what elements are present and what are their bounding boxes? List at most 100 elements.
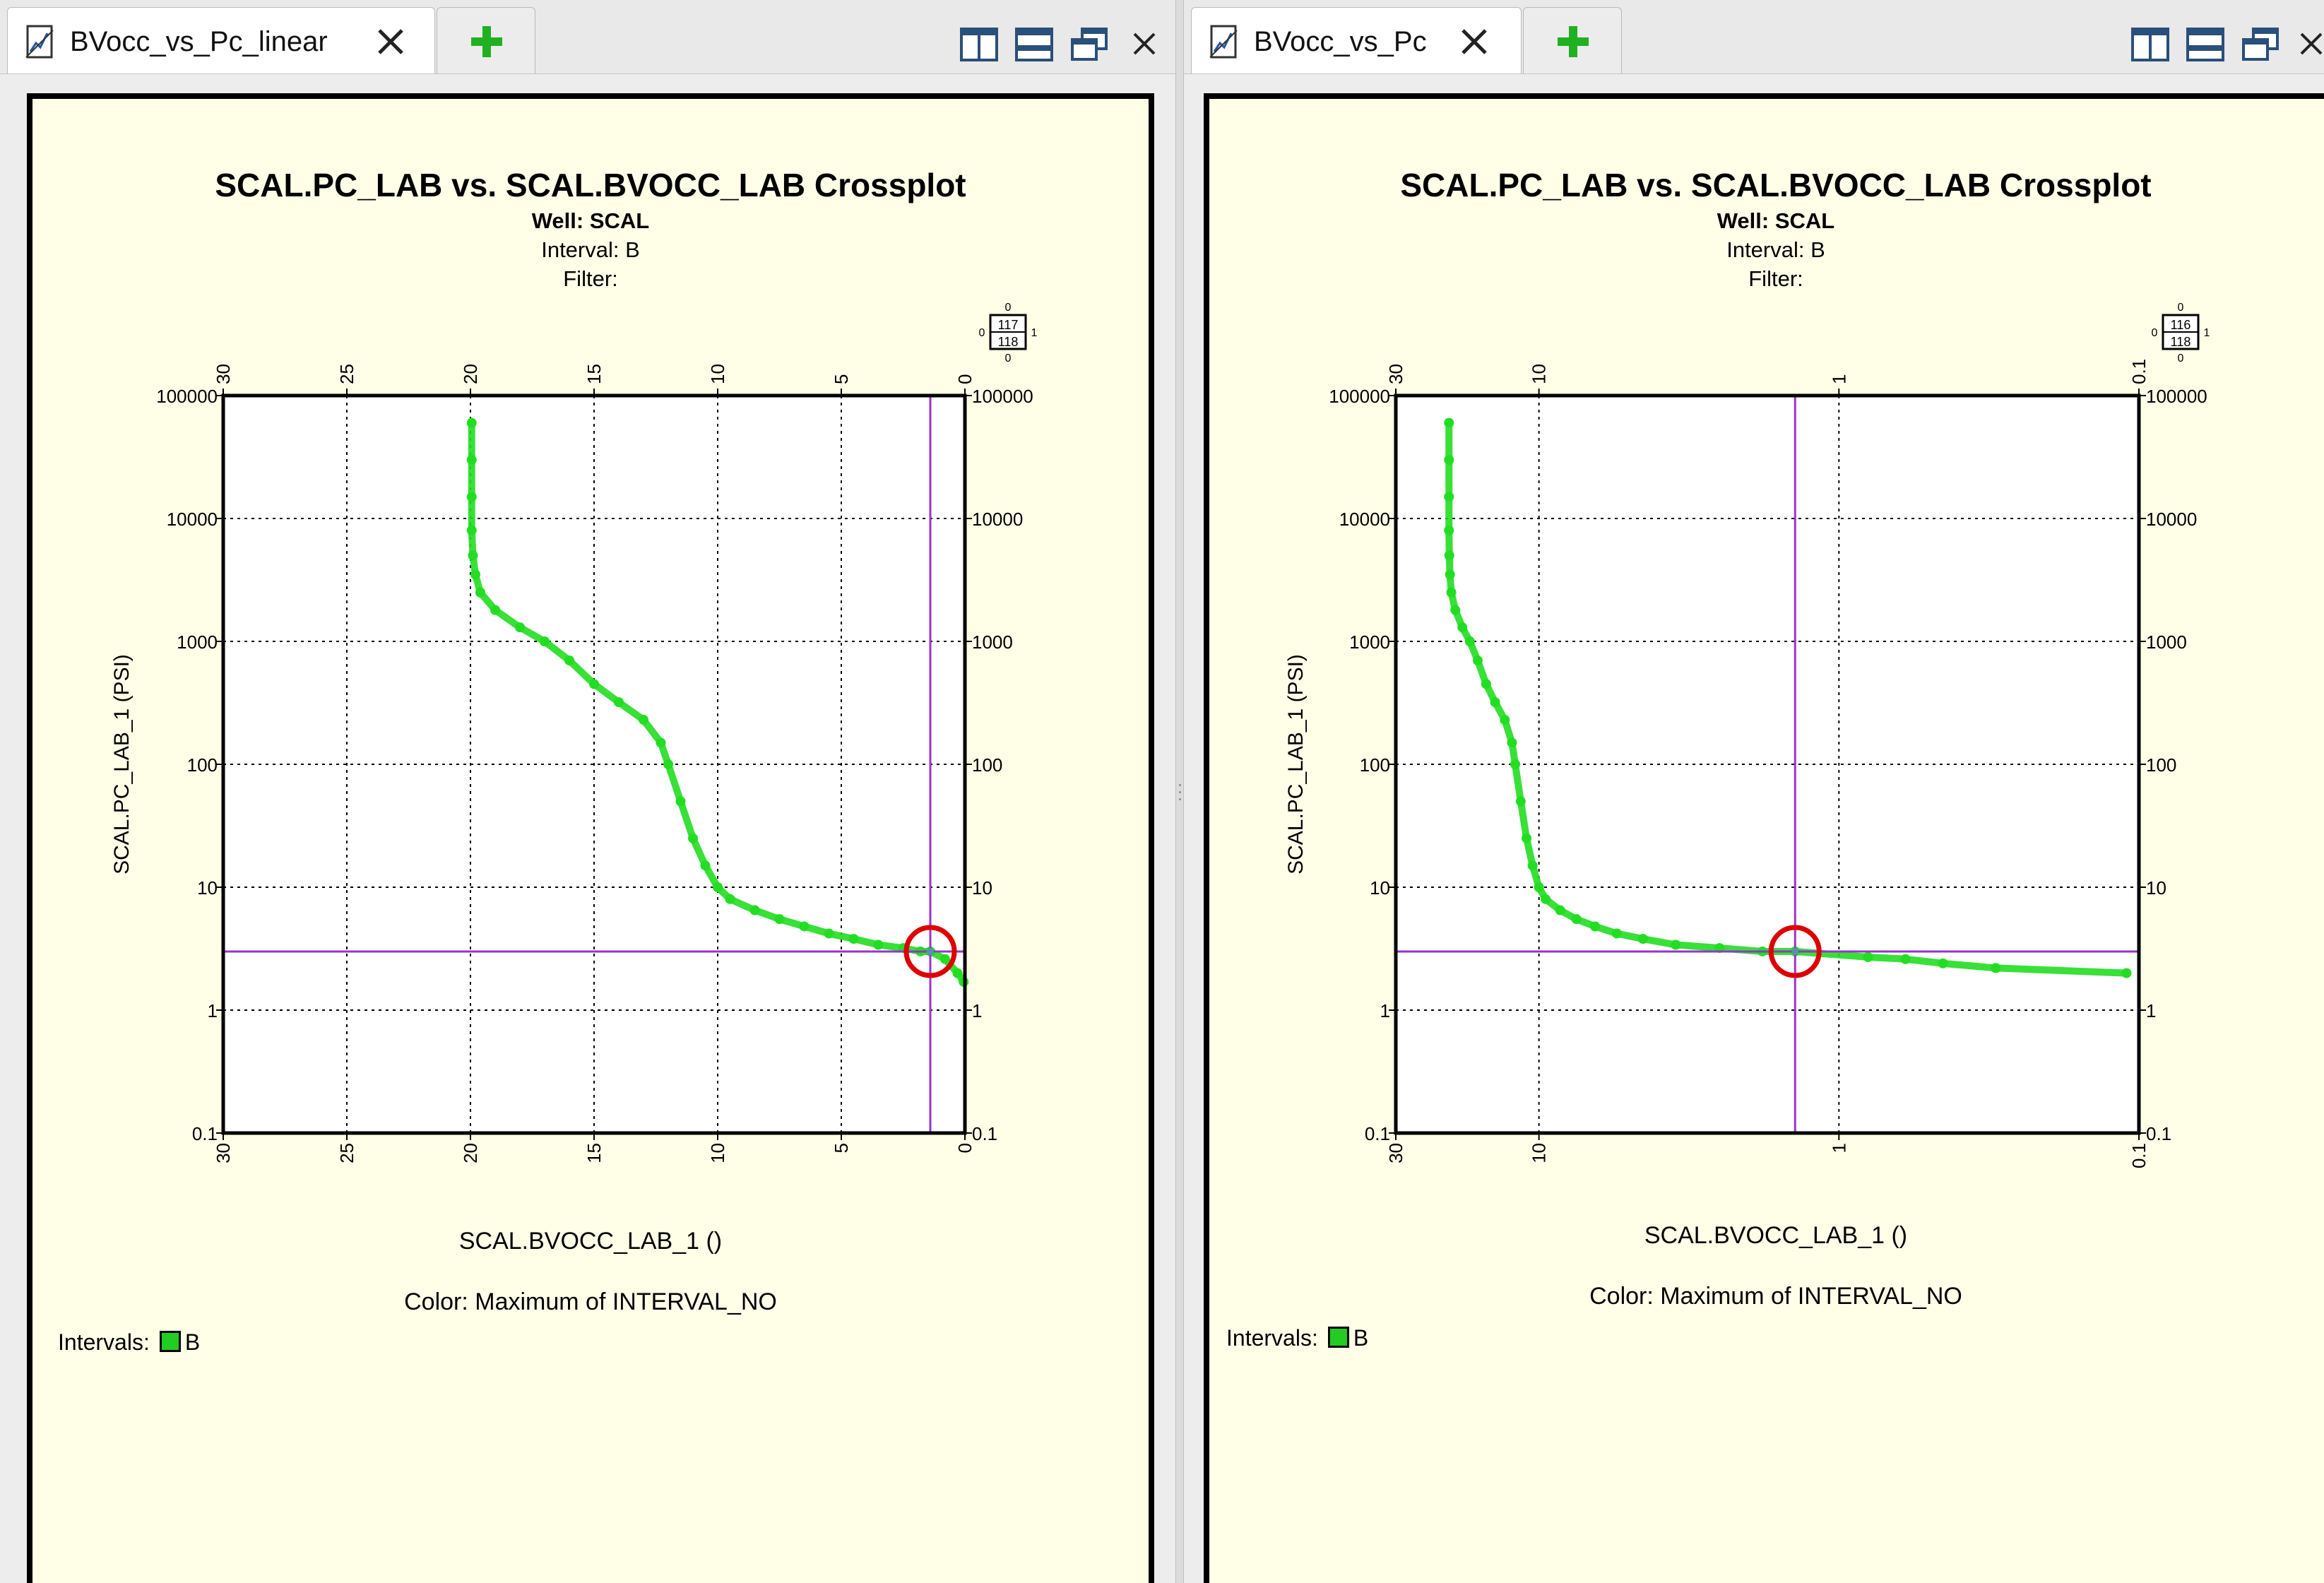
plot-border xyxy=(1394,393,2141,1135)
well-value: SCAL xyxy=(589,208,650,233)
color-note: Color: Maximum of INTERVAL_NO xyxy=(404,1288,777,1315)
legend-label: Intervals: xyxy=(1226,1325,1318,1351)
y-tick-label: 0.1 xyxy=(972,1123,997,1144)
crossplot-panel-log: SCAL.PC_LAB vs. SCAL.BVOCC_LAB Crossplot… xyxy=(1204,93,2324,1583)
y-tick-label: 100000 xyxy=(2146,386,2207,407)
x-tick-label: 0 xyxy=(954,1143,976,1153)
y-tick-label: 10 xyxy=(197,877,218,899)
x-axis-title: SCAL.BVOCC_LAB_1 () xyxy=(458,1228,723,1255)
x-tick-label: 15 xyxy=(583,364,605,384)
selected-point xyxy=(927,947,934,955)
tab-label: BVocc_vs_Pc xyxy=(1254,26,1427,57)
count-label: 1 xyxy=(1031,327,1038,339)
y-tick-label: 0.1 xyxy=(2146,1123,2171,1144)
tab-bvocc-vs-pc-linear[interactable]: BVocc_vs_Pc_linear xyxy=(7,7,435,73)
count-label: 0 xyxy=(2178,302,2184,314)
tile-vertical-icon[interactable] xyxy=(959,27,999,62)
y-tick-label: 100000 xyxy=(972,386,1033,407)
x-tick-label: 0 xyxy=(954,374,976,384)
y-tick-label: 100 xyxy=(2146,754,2176,776)
well-line: Well: SCAL xyxy=(1209,208,2324,234)
y-tick-label: 10000 xyxy=(972,509,1023,530)
count-label: 0 xyxy=(2152,327,2158,339)
legend-swatch xyxy=(1327,1327,1349,1348)
color-note: Color: Maximum of INTERVAL_NO xyxy=(1589,1283,1962,1310)
crossplot-panel-linear: SCAL.PC_LAB vs. SCAL.BVOCC_LAB Crossplot… xyxy=(27,93,1154,1583)
y-tick-label: 1 xyxy=(208,1000,218,1021)
chart-doc-icon xyxy=(1209,25,1238,59)
x-tick-label: 30 xyxy=(1385,364,1406,384)
well-label: Well: xyxy=(531,208,584,233)
count-indicator: 117 118 0 0 0 1 xyxy=(979,302,1038,364)
x-tick-label: 10 xyxy=(1529,1143,1550,1163)
legend-swatch xyxy=(159,1331,181,1352)
x-tick-label: 0.1 xyxy=(2128,1143,2150,1168)
tile-vertical-icon[interactable] xyxy=(2130,27,2170,62)
y-tick-label: 100 xyxy=(972,754,1002,776)
count-label: 0 xyxy=(1005,302,1012,314)
selection-marker xyxy=(903,925,957,978)
legend: Intervals: B xyxy=(1226,1325,1368,1351)
y-tick-label: 10 xyxy=(2146,877,2166,899)
count-label: 0 xyxy=(2178,352,2184,364)
selection-marker xyxy=(1768,925,1822,978)
add-tab-icon xyxy=(471,26,502,57)
y-tick-label: 0.1 xyxy=(1365,1123,1390,1144)
add-tab-button[interactable] xyxy=(437,7,535,73)
y-tick-label: 100 xyxy=(187,754,218,776)
y-tick-label: 10 xyxy=(972,877,992,899)
close-icon[interactable] xyxy=(375,26,406,57)
close-icon[interactable] xyxy=(2299,31,2324,57)
filter-line: Filter: xyxy=(563,266,618,291)
add-tab-button[interactable] xyxy=(1523,7,1622,73)
y-tick-label: 1 xyxy=(2146,1000,2156,1021)
close-icon[interactable] xyxy=(1132,31,1157,57)
x-tick-label: 1 xyxy=(1828,374,1849,384)
x-tick-label: 20 xyxy=(460,364,481,384)
count-bottom: 118 xyxy=(2171,335,2191,349)
count-label: 0 xyxy=(1005,352,1012,364)
legend: Intervals: B xyxy=(58,1329,200,1356)
well-value: SCAL xyxy=(1774,208,1835,233)
y-tick-label: 1 xyxy=(1380,1000,1390,1021)
plot-border xyxy=(221,393,967,1135)
restore-icon[interactable] xyxy=(1069,27,1109,62)
tile-horizontal-icon[interactable] xyxy=(2186,27,2225,62)
well-line: Well: SCAL xyxy=(32,208,1149,234)
y-tick-label: 10000 xyxy=(167,509,218,530)
right-pane: BVocc_vs_Pc xyxy=(1184,0,2324,1583)
count-top: 116 xyxy=(2171,318,2191,332)
y-tick-label: 10 xyxy=(1370,877,1390,899)
count-label: 0 xyxy=(979,327,985,339)
chart-doc-icon xyxy=(25,25,54,59)
count-indicator: 116 118 0 0 0 1 xyxy=(2152,302,2210,364)
close-icon[interactable] xyxy=(1459,26,1490,57)
x-tick-label: 10 xyxy=(707,364,728,384)
legend-item: B xyxy=(184,1329,201,1355)
y-tick-label: 100000 xyxy=(156,386,218,407)
tile-horizontal-icon[interactable] xyxy=(1014,27,1054,62)
y-tick-label: 1000 xyxy=(972,632,1013,653)
pane-splitter[interactable] xyxy=(1175,0,1184,1583)
x-tick-label: 20 xyxy=(460,1143,481,1163)
y-tick-label: 100 xyxy=(1360,754,1390,776)
tab-bvocc-vs-pc[interactable]: BVocc_vs_Pc xyxy=(1191,7,1522,73)
legend-item: B xyxy=(1353,1325,1369,1351)
plot-title: SCAL.PC_LAB vs. SCAL.BVOCC_LAB Crossplot xyxy=(1400,167,2152,203)
x-tick-label: 30 xyxy=(213,1143,234,1163)
x-tick-label: 15 xyxy=(583,1143,605,1163)
left-pane: BVocc_vs_Pc_linear xyxy=(0,7,1175,1583)
x-tick-label: 30 xyxy=(213,364,234,384)
selected-point xyxy=(1791,947,1799,955)
x-tick-label: 0.1 xyxy=(2128,359,2150,384)
y-axis-title: SCAL.PC_LAB_1 (PSI) xyxy=(1284,654,1308,874)
y-tick-label: 100000 xyxy=(1329,386,1390,407)
tab-label: BVocc_vs_Pc_linear xyxy=(70,26,328,57)
x-tick-label: 25 xyxy=(336,364,357,384)
count-bottom: 118 xyxy=(998,335,1019,349)
restore-icon[interactable] xyxy=(2241,27,2280,62)
